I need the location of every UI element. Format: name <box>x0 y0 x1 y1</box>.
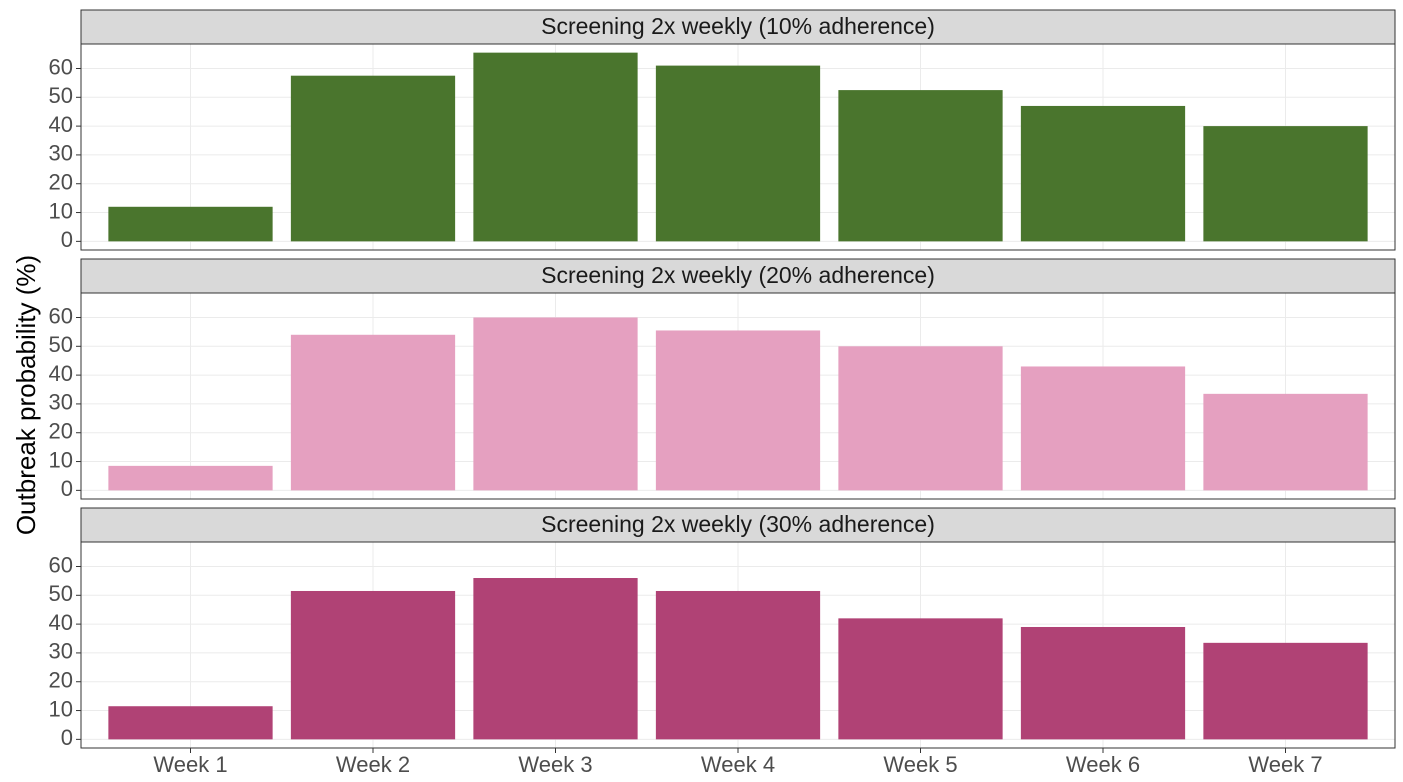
y-tick-label: 30 <box>49 390 73 415</box>
y-tick-label: 10 <box>49 696 73 721</box>
x-tick-label: Week 5 <box>883 752 957 777</box>
y-tick-label: 0 <box>61 725 73 750</box>
bar <box>473 578 638 740</box>
bar <box>1203 393 1368 491</box>
panel-border <box>80 43 1396 251</box>
bar <box>473 52 638 242</box>
y-tick-label: 20 <box>49 668 73 693</box>
panel-title: Screening 2x weekly (10% adherence) <box>541 13 935 39</box>
x-tick-label: Week 6 <box>1066 752 1140 777</box>
y-tick-label: 50 <box>49 332 73 357</box>
y-tick-label: 10 <box>49 198 73 223</box>
bar <box>290 590 456 740</box>
bar <box>1020 105 1186 242</box>
bar <box>108 706 273 740</box>
y-tick-label: 60 <box>49 552 73 577</box>
bar <box>108 206 273 242</box>
bar <box>655 590 821 740</box>
panel-border <box>80 292 1396 500</box>
bar <box>108 465 273 491</box>
bar <box>655 330 821 491</box>
y-tick-label: 20 <box>49 419 73 444</box>
y-tick-label: 50 <box>49 83 73 108</box>
x-tick-label: Week 4 <box>701 752 775 777</box>
bar <box>838 90 1003 242</box>
bar <box>473 317 638 491</box>
y-tick-label: 40 <box>49 112 73 137</box>
y-tick-label: 40 <box>49 610 73 635</box>
panel-title: Screening 2x weekly (20% adherence) <box>541 262 935 288</box>
bar <box>838 618 1003 740</box>
x-tick-label: Week 2 <box>336 752 410 777</box>
y-tick-label: 20 <box>49 170 73 195</box>
x-tick-label: Week 7 <box>1248 752 1322 777</box>
y-tick-label: 40 <box>49 361 73 386</box>
strip-background <box>80 258 1396 294</box>
y-tick-label: 0 <box>61 476 73 501</box>
x-tick-label: Week 1 <box>153 752 227 777</box>
y-tick-label: 0 <box>61 227 73 252</box>
bar <box>1203 642 1368 740</box>
bar <box>1020 366 1186 491</box>
bar <box>1020 626 1186 740</box>
y-tick-label: 60 <box>49 303 73 328</box>
y-tick-label: 30 <box>49 639 73 664</box>
bar <box>655 65 821 242</box>
y-axis-label: Outbreak probability (%) <box>11 255 41 535</box>
y-tick-label: 30 <box>49 141 73 166</box>
y-tick-label: 60 <box>49 54 73 79</box>
y-tick-label: 50 <box>49 581 73 606</box>
bar <box>1203 126 1368 242</box>
bar <box>838 346 1003 491</box>
strip-background <box>80 507 1396 543</box>
y-tick-label: 10 <box>49 447 73 472</box>
bar <box>290 334 456 491</box>
panel-border <box>80 541 1396 749</box>
panel-title: Screening 2x weekly (30% adherence) <box>541 511 935 537</box>
bar <box>290 75 456 242</box>
strip-background <box>80 9 1396 45</box>
x-tick-label: Week 3 <box>518 752 592 777</box>
